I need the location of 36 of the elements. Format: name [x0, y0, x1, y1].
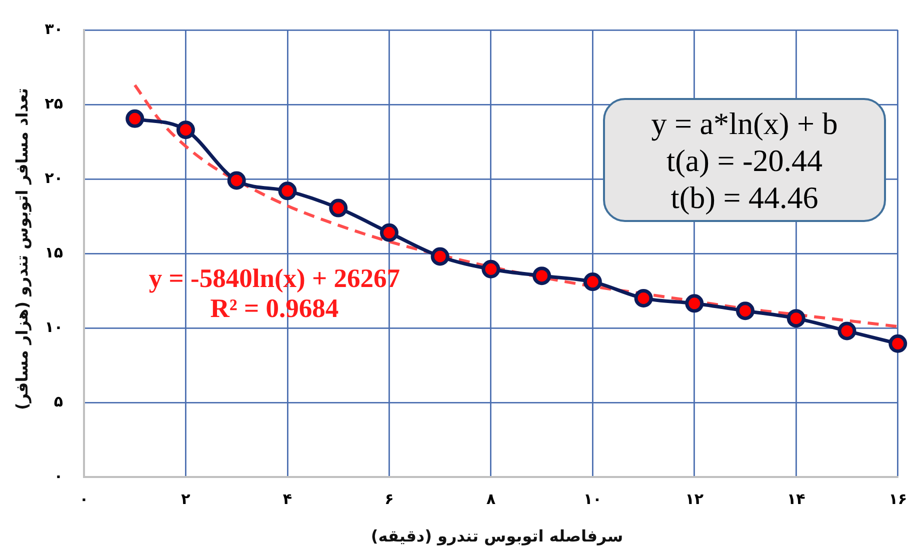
x-tick-label: ۱۴ [786, 490, 806, 508]
point [126, 109, 144, 128]
y-tick-label: ۵ [54, 392, 63, 410]
y-tick-label: ۱۰ [44, 318, 63, 336]
point [888, 334, 908, 353]
y-tick-label: ۲۵ [44, 94, 63, 112]
point [329, 198, 348, 218]
y-tick-label: ۱۵ [44, 243, 63, 262]
point [430, 247, 450, 266]
x-axis-title: سرفاصله اتوبوس تندرو (دقیقه) [370, 526, 624, 546]
point [227, 171, 246, 190]
y-axis-title: تعداد مسافر اتوبوس تندرو (هزار مسافر) [12, 88, 32, 410]
point [685, 294, 704, 313]
point [583, 272, 602, 292]
x-tick-label: ۰ [79, 490, 89, 508]
note-box: y = a*ln(x) + b t(a) = -20.44 t(b) = 44.46 [603, 98, 886, 222]
x-tick-label: ۲ [181, 490, 190, 508]
point [786, 309, 806, 328]
x-tick-label: ۶ [384, 490, 394, 508]
point [838, 322, 856, 340]
x-tick-label: ۱۶ [888, 490, 907, 508]
point [176, 120, 195, 140]
x-tick-label: ۴ [282, 490, 292, 508]
y-tick-label: ۳۰ [44, 20, 63, 38]
x-tick-label: ۱۲ [685, 490, 704, 508]
y-tick-label: ۰ [54, 466, 63, 485]
point [380, 223, 398, 242]
x-tick-label: ۸ [486, 490, 496, 508]
x-tick-label: ۱۰ [583, 490, 602, 508]
point [634, 288, 653, 308]
point [532, 266, 552, 286]
point [278, 182, 297, 200]
y-tick-label: ۲۰ [44, 168, 63, 187]
annotation: y = a*ln(x) + b t(a) = -20.44 t(b) = 44.46 [651, 104, 838, 216]
point [482, 260, 500, 278]
point [736, 302, 754, 320]
